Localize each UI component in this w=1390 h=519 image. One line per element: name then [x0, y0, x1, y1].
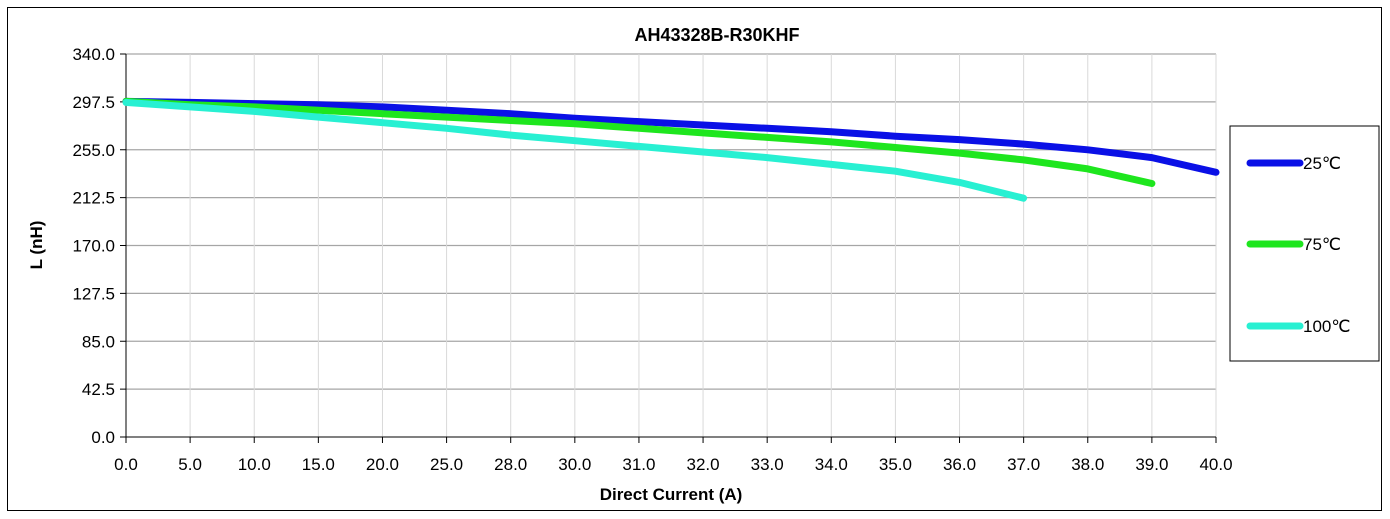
legend-label: 25℃: [1303, 154, 1341, 173]
x-tick-label: 5.0: [178, 455, 202, 474]
x-tick-label: 31.0: [622, 455, 655, 474]
series-line: [122, 98, 1028, 202]
chart-frame: [7, 7, 1382, 511]
x-axis-title: Direct Current (A): [600, 485, 743, 504]
x-tick-labels: 0.0 5.0 10.0 15.0 20.0 25.0 28.0 30.0 31.0 32.0 33…: [114, 455, 1232, 474]
x-tick-label: 25.0: [430, 455, 463, 474]
y-tick-labels: 0.0 42.5 85.0 127.5 170.0 212.5 255.0 297.5 340.…: [72, 45, 115, 447]
x-tick-label: 0.0: [114, 455, 138, 474]
y-axis-title: L (nH): [27, 221, 46, 270]
x-tick-label: 33.0: [751, 455, 784, 474]
y-tick-label: 297.5: [72, 93, 115, 112]
legend: 25℃ 75℃ 100℃: [1246, 154, 1350, 336]
x-tick-label: 30.0: [558, 455, 591, 474]
x-tick-label: 20.0: [366, 455, 399, 474]
y-tick-label: 212.5: [72, 189, 115, 208]
y-tick-label: 170.0: [72, 237, 115, 256]
y-tick-label: 127.5: [72, 284, 115, 303]
y-tick-label: 340.0: [72, 45, 115, 64]
x-tick-label: 35.0: [879, 455, 912, 474]
legend-label: 75℃: [1303, 235, 1341, 254]
x-tick-label: 28.0: [494, 455, 527, 474]
x-tick-label: 36.0: [943, 455, 976, 474]
chart-title: AH43328B-R30KHF: [634, 25, 799, 45]
x-tick-label: 34.0: [815, 455, 848, 474]
x-tick-label: 37.0: [1007, 455, 1040, 474]
y-tick-label: 85.0: [82, 332, 115, 351]
series-line: [122, 97, 1156, 187]
x-tick-label: 38.0: [1071, 455, 1104, 474]
y-tick-label: 42.5: [82, 380, 115, 399]
y-tick-label: 0.0: [91, 428, 115, 447]
y-tick-label: 255.0: [72, 141, 115, 160]
series-line: [122, 97, 1220, 176]
x-tick-label: 39.0: [1135, 455, 1168, 474]
legend-label: 100℃: [1303, 317, 1350, 336]
x-tick-label: 15.0: [302, 455, 335, 474]
x-tick-label: 40.0: [1199, 455, 1232, 474]
x-tick-label: 32.0: [687, 455, 720, 474]
series-lines: [122, 97, 1220, 202]
x-tick-label: 10.0: [238, 455, 271, 474]
